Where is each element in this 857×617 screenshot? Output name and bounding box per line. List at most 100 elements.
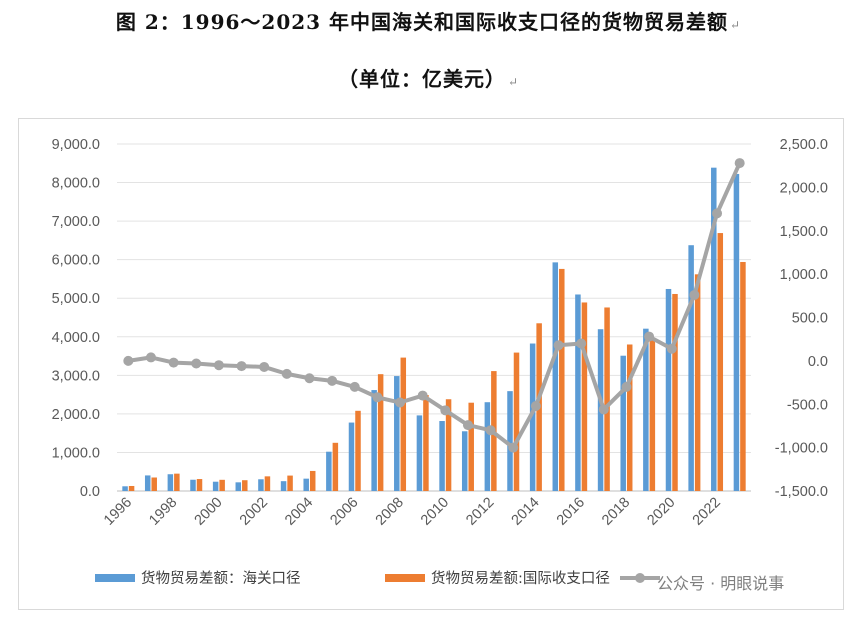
y-left-tick-label: 0.0 (80, 484, 100, 500)
y-right-tick-label: 500.0 (792, 311, 828, 327)
line-point (621, 381, 632, 392)
x-tick-label: 1996 (101, 495, 135, 529)
bar-bop (151, 477, 157, 491)
bar-customs (258, 479, 264, 491)
bar-bop (694, 274, 701, 491)
bar-bop (604, 307, 610, 491)
bar-bop (174, 473, 180, 491)
y-right-tick-label: 2,500.0 (780, 137, 828, 153)
bar-customs (348, 422, 355, 491)
bar-bop (445, 399, 452, 491)
y-left-tick-label: 7,000.0 (52, 214, 100, 230)
y-left-tick-label: 1,000.0 (52, 445, 100, 461)
bar-bop (128, 485, 135, 491)
bar-bop (309, 470, 316, 491)
y-right-tick-label: 2,000.0 (780, 180, 828, 196)
gridlines (117, 143, 751, 492)
bar-customs (665, 288, 672, 491)
bar-bop (513, 352, 520, 491)
bar-customs (575, 294, 581, 491)
y-right-tick-label: 1,000.0 (780, 267, 828, 283)
y-left-tick-label: 5,000.0 (52, 291, 100, 307)
bar-bop (264, 476, 271, 491)
bar-bop (423, 394, 429, 491)
bar-customs (711, 167, 717, 492)
bar-customs (461, 431, 468, 491)
bar-customs (552, 262, 559, 491)
bar-customs (122, 486, 128, 491)
y-left-tick-label: 9,000.0 (52, 137, 100, 153)
line-point (553, 340, 564, 351)
bar-bop (581, 302, 588, 491)
bar-bop (468, 402, 474, 491)
chart-frame (18, 118, 844, 610)
bar-bop (717, 233, 724, 491)
bar-bop (672, 293, 678, 491)
bar-bop (332, 442, 339, 491)
chart-title: 图 2：1996～2023 年中国海关和国际收支口径的货物贸易差额 ↵ (115, 10, 742, 34)
line-point (734, 158, 745, 169)
line-point (304, 373, 315, 384)
bar-customs (212, 481, 219, 491)
chart-subtitle: （单位：亿美元） ↵ (337, 67, 520, 91)
legend-item-bop-label: 货物贸易差额:国际收支口径 (431, 570, 610, 587)
line-point (644, 331, 655, 342)
bar-series (122, 167, 746, 492)
bar-customs (371, 390, 377, 491)
bar-customs (303, 478, 309, 491)
line-series (123, 158, 745, 453)
bar-bop (559, 268, 565, 491)
line-point (576, 338, 587, 349)
y-right-tick-label: -500.0 (787, 397, 828, 413)
bar-bop (355, 410, 361, 491)
bar-customs (235, 482, 242, 491)
line-point (417, 390, 428, 401)
bar-customs (416, 415, 423, 491)
line-point (712, 208, 723, 219)
bar-bop (196, 479, 203, 491)
bar-customs (507, 391, 513, 491)
bar-customs (394, 376, 400, 491)
line-point (281, 368, 292, 379)
y-right-tick-label: 0.0 (808, 354, 828, 370)
y-left-tick-label: 2,000.0 (52, 407, 100, 423)
x-tick-label: 2000 (192, 495, 226, 529)
line-point (145, 352, 156, 363)
bar-customs (529, 343, 536, 491)
bar-bop (626, 344, 633, 491)
x-tick-label: 1998 (146, 495, 180, 529)
x-tick-label: 2018 (599, 495, 633, 529)
x-tick-label: 2012 (463, 495, 497, 529)
line-point (327, 375, 338, 386)
x-tick-label: 2008 (373, 495, 407, 529)
y-left-tick-label: 8,000.0 (52, 176, 100, 192)
watermark: 公众号 · 明眼说事 (657, 574, 784, 593)
bar-bop (377, 374, 384, 491)
y-left-tick-label: 4,000.0 (52, 330, 100, 346)
y-right-tick-label: 1,500.0 (780, 224, 828, 240)
line-point (259, 361, 270, 372)
line-point (598, 404, 609, 415)
line-point (168, 357, 179, 368)
line-point (462, 420, 473, 431)
legend-item-line-marker (635, 573, 645, 583)
line-point (213, 360, 224, 371)
bar-bop (400, 357, 407, 491)
line-point (530, 400, 541, 411)
legend-item-bop-swatch (385, 574, 425, 582)
bar-bop (649, 339, 656, 491)
line-point (485, 425, 496, 436)
line-point (191, 358, 202, 369)
bar-customs (439, 421, 445, 491)
line-point (508, 442, 519, 453)
bar-bop (242, 480, 248, 491)
paragraph-mark: ↵ (730, 18, 742, 32)
bar-customs (688, 245, 694, 491)
bar-customs (190, 479, 196, 491)
y-right-tick-label: -1,500.0 (775, 484, 828, 500)
line-series-path (128, 162, 742, 450)
paragraph-mark: ↵ (507, 75, 520, 89)
legend-item-customs-swatch (95, 574, 135, 582)
y-left-tick-label: 3,000.0 (52, 368, 100, 384)
